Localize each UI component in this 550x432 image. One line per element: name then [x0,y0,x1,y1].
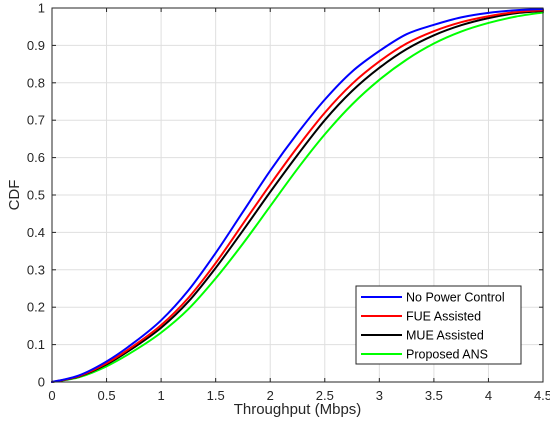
series-line-no-power-control [51,8,544,383]
y-tick-label: 0 [38,375,45,390]
legend-label: FUE Assisted [406,310,481,324]
y-tick-label: 0.8 [27,75,45,90]
ticks: 0 0.5 1 1.5 2 2.5 3 3.5 4 4.5 0 0.1 0.2 0.3 0.4 0.5 0.6 0… [27,1,550,404]
y-tick-label: 0.6 [27,150,45,165]
y-tick-label: 1 [38,1,45,16]
x-tick-label: 2 [267,388,274,403]
legend-label: MUE Assisted [406,329,484,343]
y-tick-label: 0.3 [27,262,45,277]
legend-label: Proposed ANS [406,348,488,362]
x-tick-label: 3 [376,388,383,403]
y-tick-label: 0.4 [27,225,45,240]
series-line-fue-assisted [51,9,544,383]
legend: No Power Control FUE Assisted MUE Assisted… [355,285,522,365]
y-tick-label: 0.2 [27,300,45,315]
x-tick-label: 4 [485,388,492,403]
x-tick-label: 0 [48,388,55,403]
legend-box [355,285,522,365]
x-tick-label: 1 [157,388,164,403]
x-tick-label: 1.5 [207,388,225,403]
y-axis-title: CDF [6,180,23,211]
legend-label: No Power Control [406,291,505,305]
y-tick-label: 0.7 [27,113,45,128]
series-line-proposed-ans [51,11,544,383]
series-lines [51,8,544,383]
x-tick-label: 2.5 [316,388,334,403]
x-tick-label: 4.5 [534,388,550,403]
series-line-mue-assisted [51,9,544,383]
x-axis-title: Throughput (Mbps) [234,401,362,418]
x-tick-label: 3.5 [425,388,443,403]
x-tick-label: 0.5 [98,388,116,403]
y-tick-label: 0.5 [27,188,45,203]
y-tick-label: 0.1 [27,337,45,352]
y-tick-label: 0.9 [27,38,45,53]
